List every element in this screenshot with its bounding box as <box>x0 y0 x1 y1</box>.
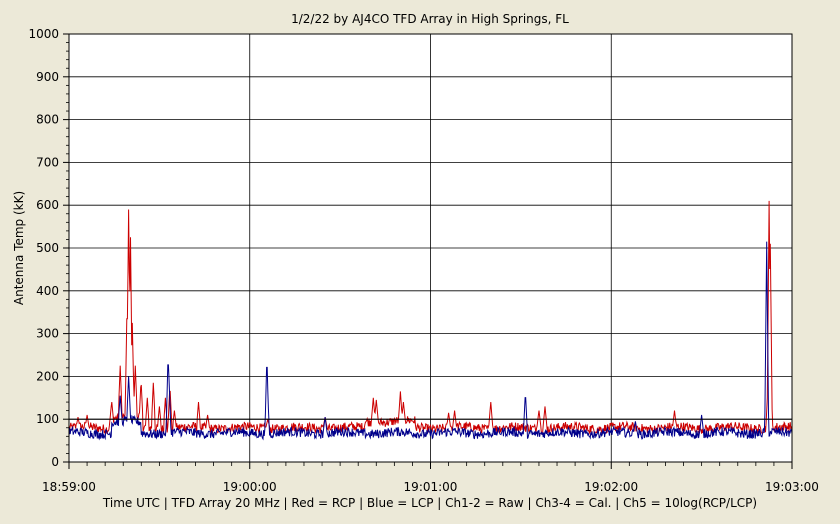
x-tick-label: 18:59:00 <box>42 480 96 494</box>
y-tick-label: 100 <box>36 412 59 426</box>
plot-area: 0 100 200 300 400 500 600 700 800 900 1000 18:59:00… <box>28 27 819 494</box>
x-tick-label: 19:00:00 <box>223 480 277 494</box>
y-tick-label: 400 <box>36 284 59 298</box>
y-tick-label: 1000 <box>28 27 59 41</box>
x-axis-label: Time UTC | TFD Array 20 MHz | Red = RCP … <box>102 496 757 510</box>
x-tick-label: 19:01:00 <box>404 480 458 494</box>
series-line-rcp <box>68 200 793 436</box>
y-tick-label: 300 <box>36 327 59 341</box>
y-tick-label: 700 <box>36 155 59 169</box>
series-line-lcp <box>68 241 793 441</box>
y-tick-label: 200 <box>36 369 59 383</box>
y-tick-label: 800 <box>36 113 59 127</box>
y-tick-label: 0 <box>51 455 59 469</box>
x-tick-label: 19:03:00 <box>765 480 819 494</box>
chart-title: 1/2/22 by AJ4CO TFD Array in High Spring… <box>291 12 569 26</box>
x-tick-label: 19:02:00 <box>584 480 638 494</box>
y-tick-label: 500 <box>36 241 59 255</box>
y-axis-label: Antenna Temp (kK) <box>12 191 26 305</box>
y-tick-label: 600 <box>36 198 59 212</box>
y-tick-label: 900 <box>36 70 59 84</box>
plot-border <box>68 33 793 463</box>
